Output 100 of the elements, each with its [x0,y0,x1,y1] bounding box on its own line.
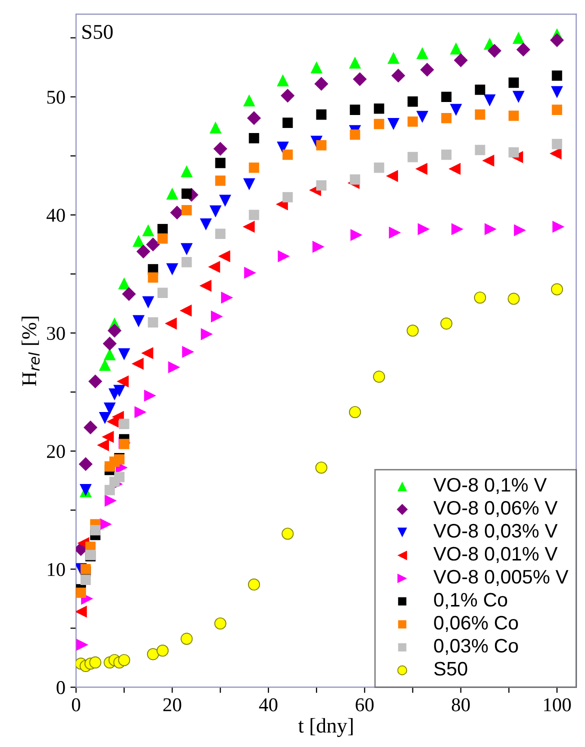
point [387,52,400,64]
point [182,205,192,216]
point [454,53,468,68]
point [116,375,129,388]
point [166,263,178,276]
x-tick-label: 40 [259,698,278,712]
x-axis-title: t [dny] [298,718,353,738]
y-tick-label: 0 [56,681,65,694]
annotation: S50 [82,24,113,39]
point [100,518,112,530]
point [132,358,144,370]
legend-label: VO-8 0,005% V [433,570,568,586]
point [276,74,289,86]
point [104,402,116,415]
point [157,288,168,298]
y-tick-label: 50 [47,90,65,104]
point [315,462,328,474]
y-tick-label: 10 [48,562,65,576]
point [144,390,156,402]
point [474,144,486,156]
point [243,94,256,106]
point [450,42,462,54]
point [219,194,232,207]
point [76,638,88,651]
point [278,250,290,262]
point [387,118,400,130]
point [248,578,260,591]
point [512,32,525,44]
point [243,178,256,190]
y-tick-label: 30 [47,326,65,340]
point [136,244,150,258]
point [415,162,428,175]
point [146,648,160,660]
point [416,110,428,123]
point [350,104,360,115]
point [141,347,154,360]
point [408,96,418,107]
x-tick-label: 60 [356,698,374,712]
point [102,430,114,443]
point [314,76,328,91]
point [132,315,145,328]
point [157,233,168,244]
point [316,180,326,191]
point [96,439,109,452]
legend-label: 0,06% Co [434,616,518,632]
point [200,218,212,230]
point [550,283,564,296]
point [208,260,220,273]
point [210,205,222,218]
point [482,154,494,167]
point [76,606,87,618]
point [182,188,192,199]
point [552,70,562,81]
point [89,656,102,668]
x-tick-label: 100 [544,698,571,712]
point [214,617,226,630]
point [132,234,145,247]
point [420,62,434,77]
point [484,94,496,106]
point [408,152,418,162]
point [215,228,226,239]
point [516,42,530,57]
point [508,110,519,121]
point [215,176,226,186]
point [210,310,223,322]
point [416,47,428,60]
point [408,116,418,127]
point [450,104,462,116]
point [418,223,430,236]
point [474,109,486,120]
point [352,72,367,86]
x-tick-label: 20 [163,698,182,712]
point [248,210,260,220]
point [282,150,293,160]
point [102,336,117,351]
point [142,296,154,308]
point [552,104,562,115]
point [98,358,111,371]
point [514,224,526,236]
point [122,287,136,301]
point [406,324,419,337]
point [88,374,102,388]
point [282,192,293,202]
y-tick-label: 20 [47,444,65,458]
point [215,158,226,168]
point [213,142,228,156]
point [146,238,160,252]
point [374,104,384,114]
point [282,528,294,540]
point [244,266,256,279]
point [98,412,111,424]
point [242,220,255,233]
point [80,564,91,574]
point [199,280,212,292]
legend-label: 0,1% Co [434,592,508,609]
point [374,118,384,130]
point [118,654,130,666]
point [247,111,261,126]
point [488,44,502,58]
point [280,88,295,103]
